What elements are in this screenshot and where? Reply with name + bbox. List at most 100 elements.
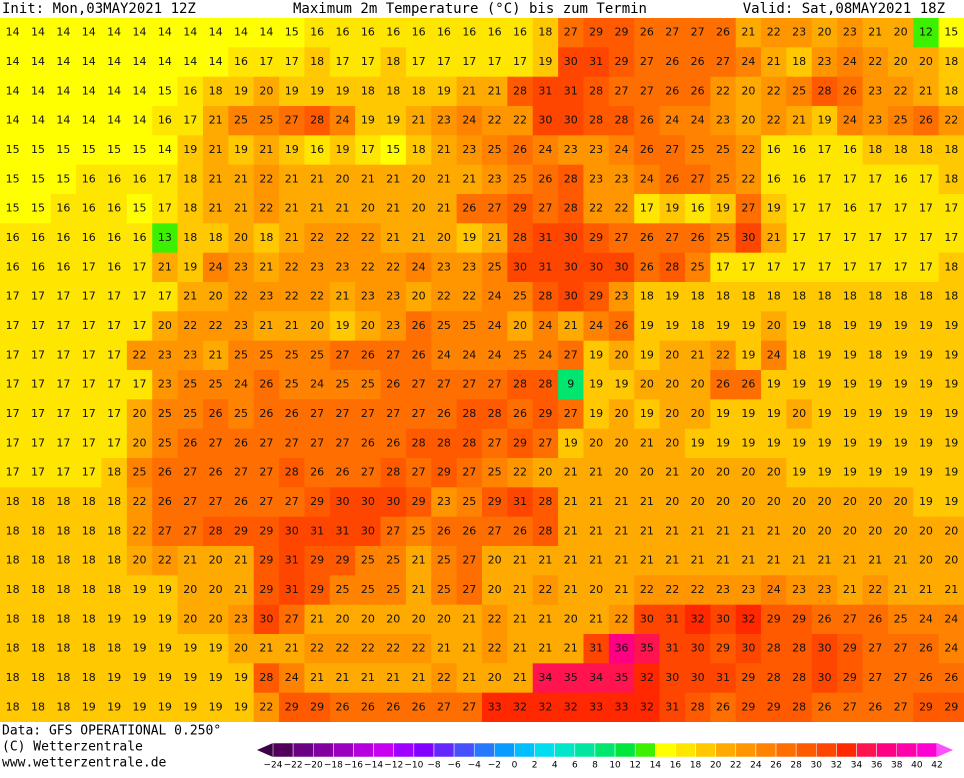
temperature-cell <box>253 76 280 107</box>
temperature-cell <box>355 76 382 107</box>
temperature-value: 30 <box>564 290 578 303</box>
temperature-value: 20 <box>488 583 502 596</box>
temperature-cell <box>177 18 204 48</box>
temperature-value: 20 <box>412 172 426 185</box>
temperature-value: 19 <box>894 466 908 479</box>
temperature-cell <box>710 223 737 254</box>
temperature-value: 30 <box>386 495 400 508</box>
temperature-cell <box>126 47 153 78</box>
temperature-cell <box>253 340 280 371</box>
temperature-value: 26 <box>691 55 705 68</box>
temperature-cell <box>659 282 686 312</box>
temperature-value: 20 <box>894 524 908 537</box>
temperature-cell <box>761 76 787 107</box>
temperature-cell <box>938 516 964 547</box>
temperature-cell <box>837 76 864 107</box>
temperature-value: 28 <box>412 436 426 449</box>
temperature-value: 16 <box>792 172 806 185</box>
temperature-value: 26 <box>868 700 882 713</box>
temperature-value: 16 <box>488 26 502 39</box>
temperature-value: 14 <box>6 55 20 68</box>
temperature-cell <box>482 399 508 430</box>
temperature-value: 23 <box>386 319 400 332</box>
temperature-cell <box>532 516 559 547</box>
temperature-value: 22 <box>361 260 375 273</box>
temperature-value: 22 <box>741 172 755 185</box>
temperature-cell <box>710 311 737 342</box>
temperature-value: 19 <box>944 495 958 508</box>
temperature-value: 30 <box>691 671 705 684</box>
temperature-cell <box>50 252 77 283</box>
temperature-value: 25 <box>234 348 248 361</box>
temperature-value: 15 <box>6 172 20 185</box>
temperature-cell <box>837 428 864 459</box>
temperature-value: 18 <box>640 290 654 303</box>
temperature-cell <box>710 546 737 576</box>
temperature-cell <box>76 487 102 518</box>
temperature-value: 21 <box>437 143 451 156</box>
temperature-value: 27 <box>158 524 172 537</box>
temperature-cell <box>329 399 356 430</box>
temperature-cell <box>279 106 305 136</box>
colorbar-label: 22 <box>730 761 741 771</box>
temperature-value: 29 <box>716 642 730 655</box>
temperature-value: 17 <box>894 260 908 273</box>
temperature-cell <box>634 18 661 48</box>
temperature-cell <box>202 18 229 48</box>
temperature-cell <box>25 106 52 136</box>
temperature-cell <box>887 604 914 635</box>
temperature-cell <box>887 487 914 518</box>
temperature-value: 18 <box>6 583 20 596</box>
temperature-cell <box>532 458 559 488</box>
temperature-value: 27 <box>386 407 400 420</box>
temperature-value: 14 <box>56 84 70 97</box>
temperature-cell <box>583 282 610 312</box>
temperature-cell <box>76 18 102 48</box>
temperature-cell <box>913 311 940 342</box>
temperature-value: 25 <box>691 143 705 156</box>
temperature-value: 17 <box>31 290 45 303</box>
temperature-value: 19 <box>107 612 121 625</box>
temperature-value: 15 <box>6 143 20 156</box>
temperature-value: 14 <box>82 84 96 97</box>
temperature-cell <box>177 194 204 224</box>
temperature-value: 21 <box>412 114 426 127</box>
temperature-value: 21 <box>259 260 273 273</box>
temperature-value: 20 <box>335 172 349 185</box>
temperature-cell <box>837 135 864 166</box>
temperature-cell <box>735 370 762 400</box>
temperature-value: 27 <box>234 466 248 479</box>
temperature-value: 24 <box>488 290 502 303</box>
temperature-value: 21 <box>412 583 426 596</box>
temperature-cell <box>811 399 838 430</box>
temperature-cell <box>938 76 964 107</box>
temperature-value: 18 <box>107 583 121 596</box>
temperature-value: 19 <box>158 700 172 713</box>
temperature-value: 18 <box>741 290 755 303</box>
temperature-value: 19 <box>209 671 223 684</box>
temperature-cell <box>507 516 534 547</box>
temperature-value: 20 <box>310 319 324 332</box>
colorbar-box <box>755 742 777 758</box>
temperature-cell <box>355 487 382 518</box>
temperature-value: 19 <box>133 583 147 596</box>
temperature-cell <box>25 428 52 459</box>
temperature-value: 19 <box>107 700 121 713</box>
temperature-value: 19 <box>817 378 831 391</box>
temperature-value: 17 <box>82 466 96 479</box>
temperature-cell <box>634 546 661 576</box>
temperature-cell <box>101 282 128 312</box>
temperature-value: 19 <box>716 436 730 449</box>
temperature-cell <box>101 634 128 664</box>
temperature-cell <box>659 546 686 576</box>
temperature-value: 21 <box>310 671 324 684</box>
temperature-value: 27 <box>259 495 273 508</box>
temperature-value: 21 <box>234 583 248 596</box>
temperature-cell <box>101 18 128 48</box>
temperature-cell <box>837 164 864 195</box>
temperature-value: 27 <box>361 407 375 420</box>
temperature-cell <box>634 311 661 342</box>
temperature-value: 31 <box>665 700 679 713</box>
temperature-value: 14 <box>31 55 45 68</box>
temperature-value: 28 <box>437 436 451 449</box>
